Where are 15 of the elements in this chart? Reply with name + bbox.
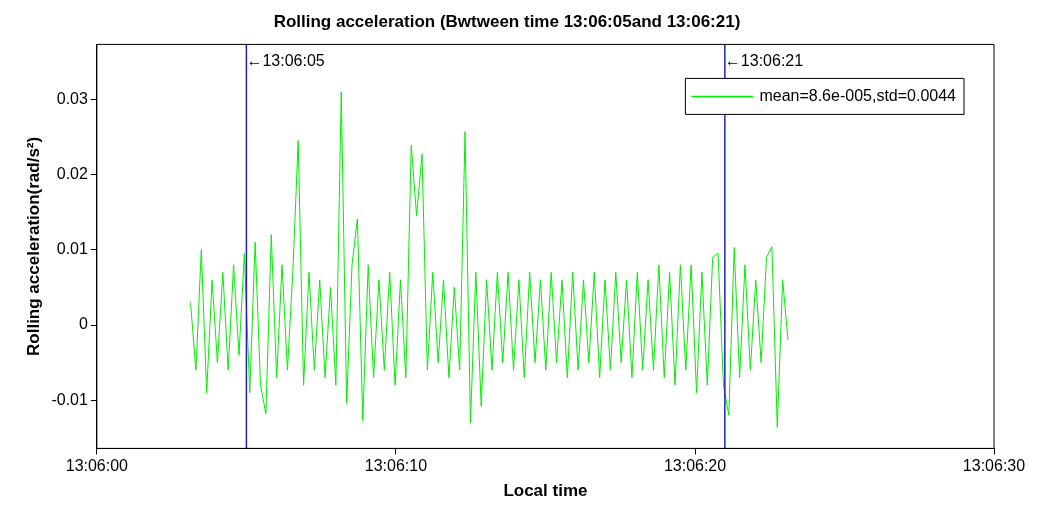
chart-title: Rolling acceleration (Bwtween time 13:06:05and 13:06:21) [273, 11, 741, 31]
legend-label: mean=8.6e-005,std=0.0044 [759, 86, 957, 104]
x-axis-title: Local time [503, 481, 588, 501]
y-tick-label: -0.01 [51, 390, 88, 408]
x-tick-label: 13:06:30 [962, 457, 1026, 475]
x-tick-label: 13:06:00 [65, 457, 129, 475]
y-tick-label: 0.01 [56, 240, 88, 258]
y-axis-title: Rolling acceleration(rad/s²) [23, 136, 43, 356]
y-tick-label: 0.03 [56, 89, 88, 107]
ref-line-label: ←13:06:21 [724, 51, 804, 69]
y-tick-label: 0 [78, 315, 88, 333]
ref-line-label: ←13:06:05 [246, 51, 325, 69]
x-tick-label: 13:06:10 [364, 457, 428, 475]
x-tick-label: 13:06:20 [663, 457, 727, 475]
y-tick-label: 0.02 [56, 164, 88, 182]
